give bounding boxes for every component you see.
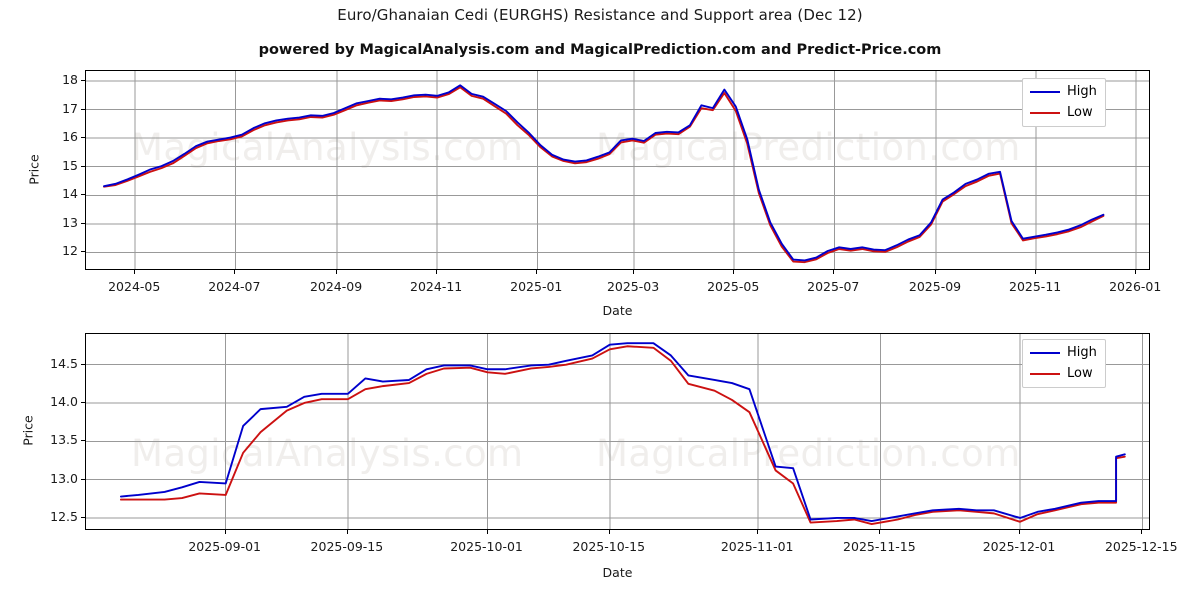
- x-tick-mark: [234, 270, 236, 274]
- y-tick-label: 17: [62, 100, 78, 116]
- legend-swatch-low: [1030, 373, 1060, 375]
- legend-entry-low-bottom: Low: [1030, 366, 1097, 382]
- x-tick-label: 2025-11: [1009, 279, 1062, 294]
- top-chart-plot: [86, 71, 1149, 269]
- x-tick-mark: [486, 530, 488, 534]
- legend-label-low: Low: [1067, 366, 1093, 381]
- y-tick-mark: [81, 194, 85, 196]
- x-tick-mark: [1141, 530, 1143, 534]
- y-tick-mark: [81, 80, 85, 81]
- top-chart-y-axis-label: Price: [26, 154, 42, 185]
- legend-label-low: Low: [1067, 105, 1093, 120]
- x-tick-mark: [1035, 270, 1037, 274]
- y-tick-label: 12.5: [50, 508, 78, 524]
- legend-label-high: High: [1067, 345, 1097, 360]
- x-tick-label: 2025-12-15: [1104, 539, 1178, 554]
- top-chart-legend: High Low: [1022, 78, 1106, 127]
- y-tick-label: 14: [62, 186, 78, 202]
- x-tick-mark: [733, 270, 735, 274]
- x-tick-label: 2024-09: [309, 279, 363, 294]
- x-tick-label: 2025-01: [510, 279, 563, 294]
- x-tick-label: 2025-09-15: [310, 539, 384, 554]
- chart-title: Euro/Ghanaian Cedi (EURGHS) Resistance a…: [337, 6, 863, 24]
- x-tick-mark: [536, 270, 538, 274]
- legend-swatch-low: [1030, 112, 1060, 114]
- top-chart-panel: MagicalAnalysis.com MagicalPrediction.co…: [85, 70, 1150, 270]
- x-tick-label: 2025-09: [908, 279, 962, 294]
- x-tick-mark: [224, 530, 226, 534]
- bottom-chart-panel: MagicalAnalysis.com MagicalPrediction.co…: [85, 333, 1150, 530]
- x-tick-label: 2025-03: [606, 279, 660, 294]
- x-tick-label: 2025-11-01: [720, 539, 794, 554]
- legend-entry-high-bottom: High: [1030, 345, 1097, 361]
- chart-subtitle: powered by MagicalAnalysis.com and Magic…: [258, 42, 942, 58]
- y-tick-mark: [81, 108, 85, 110]
- x-tick-mark: [935, 270, 937, 274]
- x-tick-label: 2026-01: [1109, 279, 1162, 294]
- legend-label-high: High: [1067, 84, 1097, 99]
- y-tick-mark: [81, 165, 85, 167]
- y-tick-label: 13.0: [50, 470, 78, 486]
- y-tick-label: 14.0: [50, 393, 78, 409]
- y-tick-mark: [81, 516, 85, 518]
- y-tick-label: 16: [62, 129, 78, 145]
- x-tick-mark: [633, 270, 635, 274]
- x-tick-label: 2024-07: [208, 279, 261, 294]
- x-tick-mark: [833, 270, 835, 274]
- x-tick-mark: [346, 530, 348, 534]
- x-tick-mark: [879, 530, 881, 534]
- x-tick-mark: [757, 530, 759, 534]
- legend-entry-high: High: [1030, 84, 1097, 100]
- y-tick-mark: [81, 363, 85, 365]
- bottom-chart-legend: High Low: [1022, 339, 1106, 388]
- y-tick-mark: [81, 137, 85, 139]
- y-tick-mark: [81, 222, 85, 224]
- top-chart-axes: MagicalAnalysis.com MagicalPrediction.co…: [85, 70, 1150, 270]
- x-tick-mark: [608, 530, 610, 534]
- x-tick-label: 2025-11-15: [843, 539, 916, 554]
- x-tick-mark: [436, 270, 438, 274]
- y-tick-label: 18: [62, 72, 78, 87]
- bottom-chart-plot: [86, 334, 1149, 529]
- bottom-chart-y-axis-label: Price: [20, 415, 36, 446]
- legend-swatch-high: [1030, 91, 1060, 93]
- bottom-chart-x-axis-label: Date: [602, 565, 633, 580]
- x-tick-label: 2025-07: [807, 279, 860, 294]
- y-tick-label: 14.5: [50, 355, 78, 371]
- x-tick-label: 2025-10-01: [450, 539, 523, 554]
- y-tick-mark: [81, 440, 85, 442]
- legend-swatch-high: [1030, 352, 1060, 354]
- y-tick-mark: [81, 251, 85, 253]
- x-tick-label: 2025-10-15: [572, 539, 646, 554]
- x-tick-label: 2025-12-01: [982, 539, 1056, 554]
- x-tick-mark: [1135, 270, 1137, 274]
- x-tick-label: 2025-09-01: [188, 539, 261, 554]
- y-tick-mark: [81, 478, 85, 480]
- bottom-chart-axes: MagicalAnalysis.com MagicalPrediction.co…: [85, 333, 1150, 530]
- x-tick-label: 2024-11: [410, 279, 463, 294]
- legend-entry-low: Low: [1030, 105, 1097, 121]
- x-tick-label: 2024-05: [108, 279, 161, 294]
- y-tick-label: 13: [62, 214, 78, 230]
- y-tick-label: 15: [62, 157, 78, 173]
- x-tick-mark: [134, 270, 136, 274]
- x-tick-mark: [336, 270, 338, 274]
- x-tick-mark: [1019, 530, 1021, 534]
- y-tick-mark: [81, 401, 85, 403]
- y-tick-label: 12: [62, 243, 78, 259]
- top-chart-x-axis-label: Date: [602, 303, 633, 318]
- y-tick-label: 13.5: [50, 432, 78, 448]
- x-tick-label: 2025-05: [707, 279, 760, 294]
